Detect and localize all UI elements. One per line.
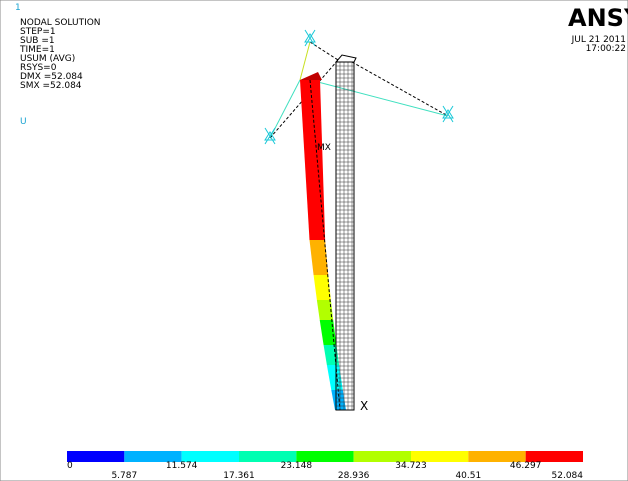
window-number: 1	[15, 3, 21, 13]
legend-swatch	[67, 451, 124, 462]
legend-label: 34.723	[395, 461, 427, 471]
mn-marker: X	[360, 399, 368, 413]
info-line: SMX =52.084	[20, 81, 82, 91]
legend-label: 28.936	[338, 471, 370, 481]
legend-label: 11.574	[166, 461, 198, 471]
legend-label: 5.787	[111, 471, 137, 481]
logo: ANSYS	[568, 4, 628, 32]
legend-label: 46.297	[510, 461, 542, 471]
legend-label: 23.148	[281, 461, 313, 471]
viewport: 1 NODAL SOLUTIONSTEP=1SUB =1TIME=1USUM (…	[0, 0, 628, 481]
legend-label: 17.361	[223, 471, 255, 481]
u-label: U	[20, 117, 27, 127]
legend-label: 52.084	[552, 471, 584, 481]
legend-label: 40.51	[455, 471, 481, 481]
mx-label: MX	[317, 143, 331, 153]
legend-label: 0	[67, 461, 73, 471]
time: 17:00:22	[586, 44, 626, 54]
